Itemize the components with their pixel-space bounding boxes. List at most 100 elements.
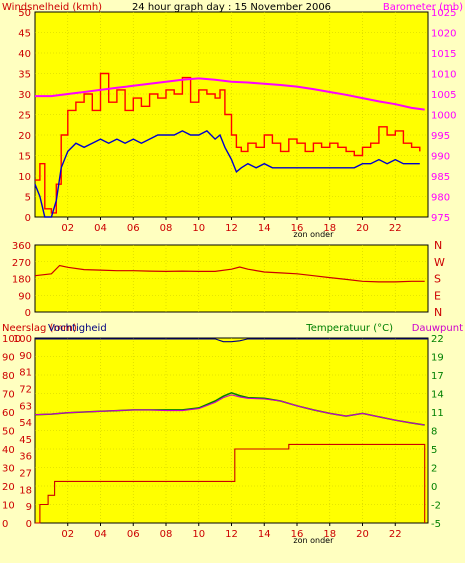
y2-tick-label: 19 [431,353,444,364]
x-tick-label: 16 [291,223,304,234]
y2-axis-title: Barometer (mb) [383,2,463,13]
y-tick-label-humidity: 0 [2,519,8,530]
y2-tick-label: 2 [431,464,437,475]
y2-tick-label: 14 [431,390,444,401]
y-tick-label: 50 [18,8,31,19]
y-tick-label: 15 [18,152,31,163]
y-tick-label: 20 [18,131,31,142]
series-line-gust [35,72,421,214]
y-tick-label: 360 [12,241,31,252]
x-tick-label: 20 [356,529,369,540]
y-tick-label-humidity: 10 [2,501,15,512]
x-tick-label: 12 [225,529,238,540]
x-tick-label: 08 [160,529,173,540]
dewpoint-axis-title: Dauwpunt [412,323,463,334]
y2-tick-label: 5 [431,445,437,456]
x-tick-label: 16 [291,529,304,540]
sunset-label: zon onder [293,230,334,239]
series-line-baro [35,77,425,111]
y-tick-label-rain: 63 [19,401,32,412]
y2-tick-label: -2 [431,501,441,512]
y-tick-label: 30 [18,90,31,101]
y-tick-label-humidity: 90 [2,353,15,364]
series-line-rain [35,443,426,524]
y-tick-label-humidity: 100 [2,334,21,345]
y2-tick-label: -5 [431,519,441,530]
y2-tick-label: 11 [431,408,444,419]
x-tick-label: 06 [127,529,140,540]
x-tick-label: 08 [160,223,173,234]
y-tick-label-rain: 18 [19,485,32,496]
y-tick-label-humidity: 80 [2,371,15,382]
y-tick-label: 0 [25,308,31,319]
y2-tick-label: 1025 [431,8,456,19]
y2-tick-label: 975 [431,213,450,224]
y-tick-label-humidity: 20 [2,482,15,493]
x-tick-label: 12 [225,223,238,234]
y2-tick-label: 990 [431,152,450,163]
series-line-direction [34,264,425,283]
x-tick-label: 20 [356,223,369,234]
compass-label: W [434,256,445,269]
y-tick-label-rain: 72 [19,384,32,395]
y-tick-label-rain: 0 [26,519,32,530]
compass-label: N [434,306,442,319]
y2-tick-label: 1015 [431,49,456,60]
y-tick-label-rain: 90 [19,351,32,362]
x-tick-label: 06 [127,223,140,234]
x-tick-label: 18 [323,223,336,234]
x-tick-label: 10 [192,223,205,234]
y2-tick-label: 1000 [431,111,456,122]
y2-tick-label: 17 [431,371,444,382]
y-tick-label-humidity: 70 [2,390,15,401]
x-tick-label: 22 [389,223,402,234]
series-line-wind [34,130,420,218]
y2-tick-label: 1020 [431,29,456,40]
chart-title: 24 hour graph day : 15 November 2006 [132,2,331,13]
y-tick-label: 10 [18,172,31,183]
x-tick-label: 02 [61,529,74,540]
y2-tick-label: 980 [431,193,450,204]
y2-tick-label: 0 [431,482,437,493]
series-line-humidity [35,338,428,343]
rain-axis-title: Neerslag (mm) [2,323,77,334]
x-tick-label: 04 [94,529,107,540]
x-tick-label: 10 [192,529,205,540]
y-tick-label-rain: 81 [19,368,32,379]
y-tick-label: 25 [18,111,31,122]
y2-tick-label: 8 [431,427,437,438]
x-tick-label: 14 [258,223,271,234]
compass-label: N [434,239,442,252]
y-tick-label-humidity: 30 [2,464,15,475]
x-tick-label: 18 [323,529,336,540]
y-tick-label-humidity: 50 [2,427,15,438]
y-tick-label-rain: 54 [19,418,32,429]
compass-label: S [434,273,441,286]
y2-tick-label: 985 [431,172,450,183]
y-tick-label: 270 [12,258,31,269]
y2-tick-label: 22 [431,334,444,345]
y-tick-label-humidity: 60 [2,408,15,419]
compass-label: E [434,289,441,302]
x-tick-label: 04 [94,223,107,234]
y-tick-label: 180 [12,275,31,286]
x-tick-label: 14 [258,529,271,540]
sunset-label: zon onder [293,536,334,545]
x-tick-label: 22 [389,529,402,540]
y-tick-label: 40 [18,49,31,60]
series-line-dewpoint [34,394,425,426]
y-tick-label-rain: 9 [26,502,32,513]
y2-tick-label: 995 [431,131,450,142]
y2-tick-label: 1005 [431,90,456,101]
y-tick-label-rain: 45 [19,435,32,446]
y-tick-label-rain: 100 [13,334,32,345]
y-tick-label: 0 [25,213,31,224]
y-tick-label: 45 [18,29,31,40]
y-tick-label: 35 [18,70,31,81]
x-tick-label: 02 [61,223,74,234]
y-tick-label-rain: 27 [19,469,32,480]
y-tick-label-humidity: 40 [2,445,15,456]
y-tick-label: 5 [25,193,31,204]
